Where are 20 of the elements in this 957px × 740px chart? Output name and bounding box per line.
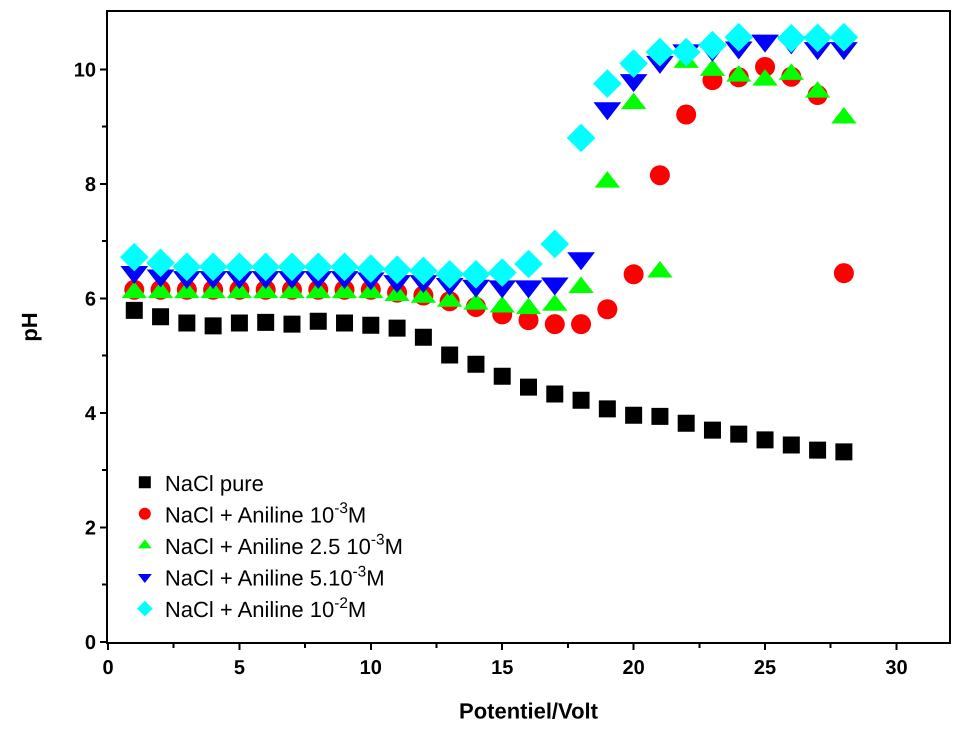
y-tick-label: 2 [84,517,96,540]
x-axis-title: Potentiel/Volt [459,698,599,724]
x-tick-label: 5 [234,657,245,679]
y-tick-label: 10 [74,59,96,82]
y-tick-label: 6 [84,288,96,310]
x-tick-label: 20 [622,657,645,679]
x-tick-label: 15 [491,657,514,679]
legend-label: NaCl + Aniline 5.10$^{-3}$M [164,563,385,591]
legend-label: NaCl pure [164,470,264,496]
legend-label: NaCl + Aniline 10$^{-3}$M [164,500,366,528]
x-tick-label: 10 [360,657,382,679]
y-tick-label: 0 [84,632,96,654]
legend-label: NaCl + Aniline 2.5 10$^{-3}$M [164,532,403,559]
y-tick-label: 4 [84,402,97,425]
y-tick-label: 8 [84,174,96,196]
x-tick-label: 0 [102,657,114,679]
legend-label: NaCl + Aniline 10$^{-2}$M [164,594,366,622]
x-tick-label: 25 [754,657,776,679]
x-tick-label: 30 [885,657,908,679]
y-axis-title: pH [17,312,42,342]
